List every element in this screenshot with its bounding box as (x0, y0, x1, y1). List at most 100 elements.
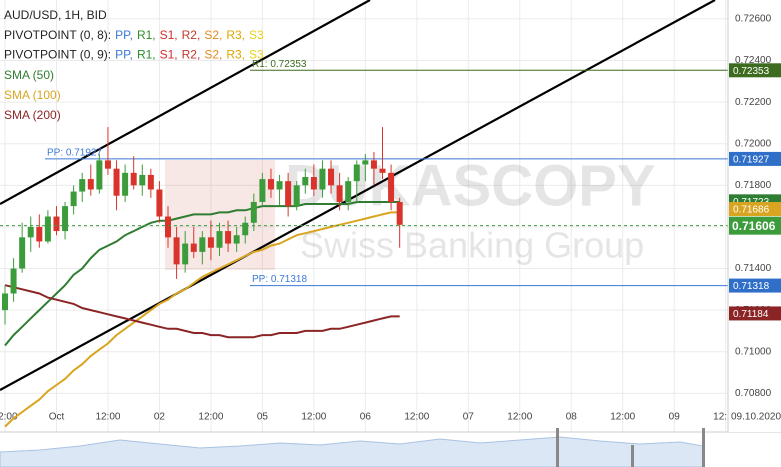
navigator-marker (631, 445, 634, 467)
pivot-legend: PIVOTPOINT (0, 8): PP, R1, S1, R2, S2, R3, S3 (4, 28, 264, 42)
pivot-legend-item: S1, (160, 48, 178, 62)
pivot-legend-label: PIVOTPOINT (0, 9): (4, 48, 111, 62)
pivot-legend-item: PP, (115, 48, 133, 62)
x-tick-label: 05 (257, 412, 269, 423)
x-tick-label: 12:00 (198, 412, 223, 423)
candle-body (27, 226, 34, 238)
candle-body (139, 174, 146, 186)
pivot-legend-item: R2, (182, 28, 201, 42)
navigator-marker (702, 428, 705, 467)
channel-lower (0, 0, 716, 391)
pivot-legend-item: S1, (160, 28, 178, 42)
candle-body (362, 160, 369, 165)
candle-body (19, 237, 26, 269)
candle-body (44, 216, 51, 242)
navigator-area (0, 436, 704, 467)
candle-body (396, 201, 403, 225)
candle-body (182, 243, 189, 265)
price-badge-label: 0.71927 (733, 155, 770, 166)
pivot-legend-item: S2, (204, 48, 222, 62)
sma-line (4, 211, 400, 428)
candle-body (345, 181, 352, 202)
pivot-label: PP: 0.71318 (252, 274, 307, 285)
y-tick-label: 0.72400 (735, 55, 772, 66)
x-tick-label: 12:00 (404, 412, 429, 423)
y-tick-label: 0.71800 (735, 180, 772, 191)
candle-body (79, 179, 86, 192)
candle-body (199, 237, 206, 252)
price-badge (729, 151, 781, 166)
pivot-legend-item: S2, (204, 28, 222, 42)
channel-upper (0, 0, 371, 205)
y-tick-label: 0.71000 (735, 346, 772, 357)
price-badge (729, 63, 781, 78)
navigator (0, 428, 781, 467)
x-tick-label: 06 (360, 412, 372, 423)
legend-entry: SMA (200) (4, 108, 61, 122)
pivot-legend-item: R2, (182, 48, 201, 62)
candle-body (62, 206, 69, 232)
candle-body (147, 174, 154, 190)
candle-body (96, 160, 103, 190)
trend-channel (0, 0, 716, 391)
candle-body (70, 191, 77, 207)
date-badge-label: 09.10.2020 (731, 412, 781, 423)
price-badge-label: 0.71686 (733, 205, 770, 216)
x-tick-label: 08 (566, 412, 578, 423)
y-tick-label: 0.72200 (735, 97, 772, 108)
y-tick-label: 0.70800 (735, 388, 772, 399)
x-tick-label: 09 (669, 412, 681, 423)
candle-body (10, 268, 17, 294)
chart-title: AUD/USD, 1H, BID (4, 8, 107, 22)
y-tick-label: 0.71400 (735, 263, 772, 274)
x-tick-label: 12:00 (301, 412, 326, 423)
pivot-legend: PIVOTPOINT (0, 9): PP, R1, S1, R2, S2, R3, S3 (4, 48, 264, 62)
candle-body (267, 179, 274, 190)
candle-body (225, 231, 232, 244)
candle-body (165, 216, 172, 238)
price-badge (729, 306, 781, 321)
pivot-legend-item: S3 (249, 28, 264, 42)
grid (0, 0, 728, 432)
watermark: DUKASCOPY Swiss Banking Group (165, 153, 656, 270)
candle-body (336, 185, 343, 202)
candle-body (53, 216, 60, 232)
candle-body (122, 172, 129, 196)
price-badge (729, 202, 781, 217)
candle-body (216, 231, 223, 248)
legend: AUD/USD, 1H, BID PIVOTPOINT (0, 8): PP, R1… (4, 8, 264, 122)
candle-body (130, 172, 137, 186)
y-tick-label: 0.72000 (735, 138, 772, 149)
candle-body (328, 168, 335, 186)
x-tick-label: 12:00 (713, 412, 738, 423)
price-axis: 0.72600 0.72400 0.72200 0.72000 0.71800 0.716… (727, 0, 781, 432)
candle-body (302, 177, 309, 186)
watermark-tagline: Swiss Banking Group (300, 225, 644, 266)
candle-body (242, 222, 249, 236)
candle-body (104, 160, 111, 169)
candle-body (353, 164, 360, 182)
x-tick-label: 12:00 (507, 412, 532, 423)
candle-body (207, 237, 214, 248)
pivot-label: PP: 0.71927 (47, 148, 102, 159)
navigator-marker (556, 428, 559, 467)
pivot-legend-item: R1, (137, 48, 156, 62)
candle-body (113, 168, 120, 196)
candle-body (250, 201, 257, 223)
plot: 12:00 Oct 12:00 02 12:00 05 12:00 06 12:00 07 12:0… (0, 59, 739, 428)
price-badge (729, 278, 781, 293)
candle-body (190, 243, 197, 252)
last-price-label: 0.71606 (732, 219, 776, 233)
x-tick-label: Oct (49, 412, 65, 423)
legend-entry: SMA (50) (4, 68, 54, 82)
sma-line (4, 201, 400, 347)
x-tick-label: 02 (154, 412, 166, 423)
date-badge (729, 409, 781, 423)
price-badge-label: 0.71318 (733, 281, 770, 292)
candle-body (173, 237, 180, 265)
candle-body (259, 179, 266, 202)
candle-body (156, 189, 163, 217)
candle-body (319, 168, 326, 190)
pivot-legend-label: PIVOTPOINT (0, 8): (4, 28, 111, 42)
